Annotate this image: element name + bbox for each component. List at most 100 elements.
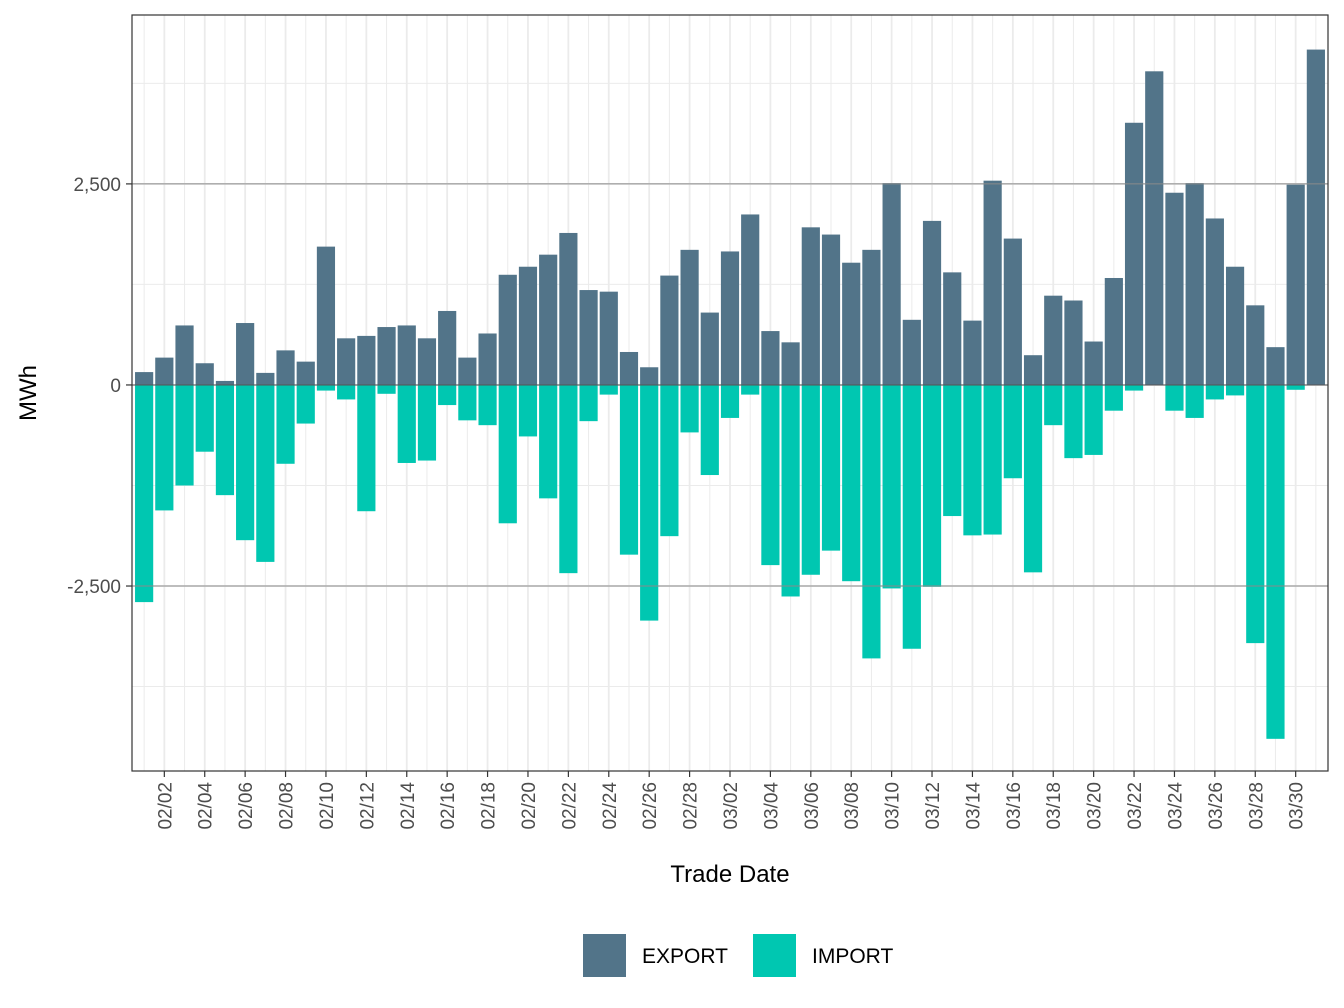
bar-export-02-26 [640,367,659,385]
bar-import-03-06 [801,384,820,575]
bar-export-02-03 [175,325,194,385]
x-tick-label: 03/06 [802,782,823,830]
y-tick-label: -2,500 [67,577,121,598]
x-tick-label: 03/16 [1004,782,1025,830]
bar-import-02-19 [498,384,517,524]
bar-export-03-15 [983,180,1002,385]
legend: EXPORT IMPORT [583,934,893,977]
bar-export-02-21 [539,254,558,385]
bar-export-02-13 [377,327,396,385]
bar-export-02-22 [559,232,578,385]
bar-import-02-05 [215,384,235,496]
bar-export-02-04 [195,363,214,385]
bar-export-03-23 [1145,71,1164,385]
legend-label-import: IMPORT [812,945,893,968]
bar-export-03-12 [922,220,942,385]
bar-export-03-08 [842,262,861,385]
bar-export-03-20 [1084,341,1103,385]
bar-import-03-26 [1205,384,1224,400]
bar-import-03-11 [902,384,921,649]
bar-export-02-10 [316,246,336,385]
bar-import-02-07 [256,384,275,562]
bar-export-03-01 [700,312,719,385]
x-tick-label: 03/22 [1125,782,1146,830]
bar-export-03-26 [1205,218,1224,385]
bar-export-03-27 [1225,266,1245,385]
x-tick-label: 02/28 [681,782,702,830]
bar-import-03-04 [761,384,780,566]
y-tick-label: 0 [110,376,121,397]
bar-export-03-11 [902,319,921,385]
bar-export-03-07 [821,234,841,385]
bar-export-02-05 [215,380,235,385]
bar-export-02-20 [518,266,538,385]
x-tick-label: 03/18 [1044,782,1065,830]
bar-import-02-11 [337,384,356,400]
bar-import-03-12 [922,384,942,587]
bar-import-02-01 [135,384,154,603]
bar-import-02-12 [357,384,376,512]
x-tick-label: 02/18 [479,782,500,830]
bar-import-02-25 [619,384,639,555]
bar-import-03-20 [1084,384,1103,455]
x-tick-label: 03/08 [842,782,863,830]
x-tick-label: 03/28 [1246,782,1267,830]
bar-import-03-07 [821,384,841,551]
x-tick-label: 02/24 [600,782,621,830]
x-tick-label: 03/10 [883,782,904,830]
bar-import-02-13 [377,384,396,394]
bar-export-02-14 [397,325,416,385]
bar-import-02-21 [539,384,558,499]
bar-import-02-18 [478,384,497,426]
legend-label-export: EXPORT [642,945,728,968]
bar-export-03-28 [1246,305,1265,385]
bar-import-03-03 [741,384,760,395]
bar-import-02-22 [559,384,578,574]
bar-export-03-24 [1165,192,1184,385]
bar-export-02-12 [357,335,376,385]
x-tick-label: 02/14 [398,782,419,830]
x-tick-label: 02/04 [196,782,217,830]
bar-export-03-09 [862,249,881,385]
bar-export-03-06 [801,227,820,385]
bar-import-03-25 [1185,384,1204,418]
bar-export-03-31 [1306,49,1325,385]
x-tick-label: 03/02 [721,782,742,830]
bar-export-03-05 [781,342,800,385]
x-tick-label: 03/14 [963,782,984,830]
bar-import-03-08 [842,384,861,582]
bar-export-03-02 [720,251,740,385]
bar-import-03-28 [1246,384,1265,644]
bar-export-02-15 [417,338,437,385]
bar-import-02-08 [276,384,295,464]
bar-import-02-02 [155,384,174,511]
bar-import-02-06 [236,384,255,541]
y-axis-title: MWh [15,365,42,421]
bar-export-02-27 [660,275,679,385]
bar-import-02-24 [599,384,618,395]
x-tick-label: 03/20 [1085,782,1106,830]
bar-import-03-09 [862,384,881,659]
bar-export-02-25 [619,351,639,385]
bar-export-03-29 [1266,347,1285,385]
bar-import-02-09 [296,384,315,424]
bar-export-02-11 [337,338,356,385]
bar-export-02-09 [296,361,315,385]
bar-import-02-17 [458,384,477,421]
y-tick-label: 2,500 [73,175,121,196]
bar-export-03-22 [1124,122,1144,385]
bar-import-03-05 [781,384,800,597]
x-tick-label: 02/20 [519,782,540,830]
x-axis-title: Trade Date [670,861,789,888]
bar-export-03-13 [943,272,962,385]
bar-export-02-16 [438,310,457,385]
bar-import-02-28 [680,384,699,433]
x-tick-label: 03/30 [1287,782,1308,830]
bar-import-02-26 [640,384,659,621]
x-tick-label: 02/06 [236,782,257,830]
bar-import-03-15 [983,384,1002,535]
bar-export-02-07 [256,372,275,385]
bar-import-03-21 [1104,384,1123,411]
bar-export-03-21 [1104,277,1123,385]
